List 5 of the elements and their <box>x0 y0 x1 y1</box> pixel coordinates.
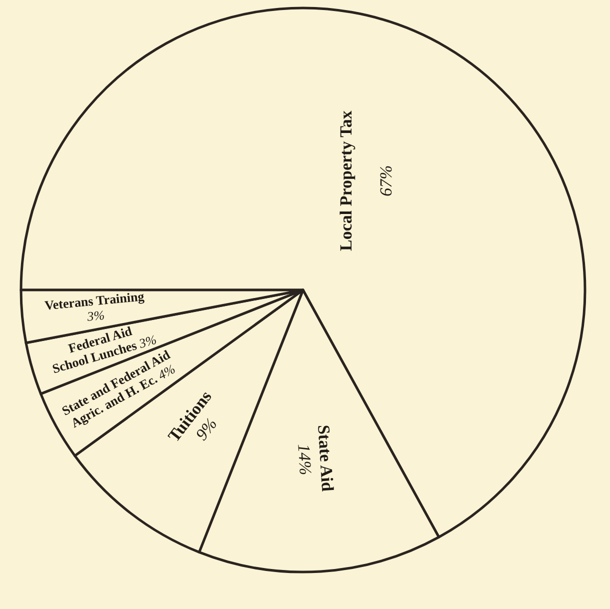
data-label: 3% <box>85 307 106 324</box>
slice-label: Local Property Tax <box>336 110 356 251</box>
data-label: 14% <box>294 443 316 476</box>
data-label: 67% <box>376 165 396 196</box>
slice-label: State Aid <box>314 424 338 492</box>
